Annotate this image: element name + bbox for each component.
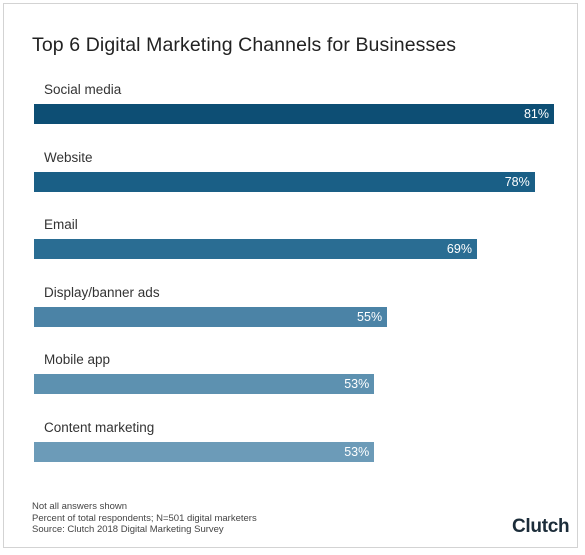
bar-value-label: 55%: [357, 309, 383, 324]
bar-value-label: 53%: [344, 377, 370, 391]
bar: 55%: [34, 306, 388, 327]
chart-card: Top 6 Digital Marketing Channels for Bus…: [3, 3, 578, 548]
category-label: Content marketing: [44, 419, 155, 435]
note-respondents: Percent of total respondents; N=501 digi…: [32, 512, 257, 524]
note-source: Source: Clutch 2018 Digital Marketing Su…: [32, 524, 224, 535]
category-label: Email: [44, 217, 78, 232]
chart-notes: Not all answers shown Percent of total r…: [32, 501, 257, 536]
bar-value-label: 81%: [523, 107, 549, 121]
category-label: Display/banner ads: [44, 284, 160, 300]
bar: 78%: [34, 171, 535, 192]
bar-value-label: 69%: [446, 242, 472, 256]
bar: 69%: [34, 239, 477, 259]
bar: 53%: [34, 374, 375, 394]
bar-value-label: 53%: [344, 444, 370, 459]
category-label: Website: [44, 149, 93, 165]
bar: 53%: [34, 441, 375, 462]
bar: 81%: [34, 104, 554, 124]
category-label: Social media: [44, 82, 122, 97]
bar-value-label: 78%: [504, 174, 530, 189]
chart-title: Top 6 Digital Marketing Channels for Bus…: [32, 34, 457, 56]
note-not-all-answers: Not all answers shown: [32, 501, 128, 512]
clutch-logo: Clutch: [512, 516, 570, 537]
category-label: Mobile app: [44, 352, 111, 367]
